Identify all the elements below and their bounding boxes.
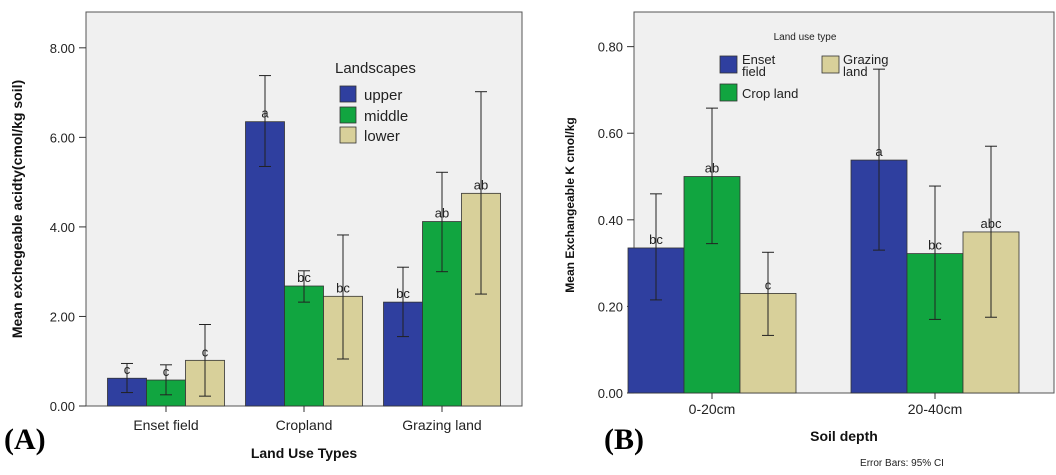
significance-label: ab: [474, 177, 488, 192]
y-axis-title-a: Mean exchegeable acidty(cmol/kg soil): [9, 80, 25, 338]
significance-label: c: [202, 344, 209, 359]
x-tick-label-b: 20-40cm: [908, 401, 962, 417]
significance-label: ab: [435, 206, 449, 221]
y-tick-label-b: 0.40: [598, 213, 623, 228]
significance-label: c: [163, 364, 170, 379]
y-axis-title-b: Mean Exchangeable K cmol/kg: [563, 117, 577, 292]
legend-title-b: Land use type: [774, 32, 837, 43]
significance-label: bc: [396, 286, 410, 301]
significance-label: bc: [928, 238, 942, 253]
legend-label-lower: lower: [364, 128, 400, 145]
significance-label: c: [765, 277, 772, 292]
significance-label: a: [261, 106, 269, 121]
y-tick-label-b: 0.00: [598, 386, 623, 401]
x-tick-label-b: 0-20cm: [689, 401, 736, 417]
significance-label: abc: [981, 216, 1002, 231]
legend-swatch-lower: [340, 127, 356, 143]
legend-swatch-enset: [720, 56, 737, 73]
y-tick-label-a: 0.00: [50, 399, 75, 414]
y-tick-label-b: 0.80: [598, 40, 623, 55]
legend-label-cropland: Crop land: [742, 86, 798, 101]
legend-title-a: Landscapes: [335, 60, 416, 77]
y-tick-label-a: 2.00: [50, 309, 75, 324]
panel-label-a: (A): [4, 423, 46, 456]
x-tick-label-a: Cropland: [276, 417, 333, 433]
bar-middle: [285, 286, 324, 406]
significance-label: c: [124, 362, 131, 377]
x-tick-label-a: Enset field: [133, 417, 198, 433]
significance-label: bc: [297, 270, 311, 285]
significance-label: ab: [705, 161, 719, 176]
panel-label-b: (B): [604, 423, 644, 456]
legend-swatch-cropland: [720, 84, 737, 101]
x-tick-label-a: Grazing land: [402, 417, 481, 433]
significance-label: a: [875, 144, 883, 159]
y-tick-label-b: 0.60: [598, 126, 623, 141]
y-tick-label-a: 4.00: [50, 220, 75, 235]
footnote-b: Error Bars: 95% CI: [860, 458, 944, 469]
x-axis-title-a: Land Use Types: [251, 445, 358, 461]
legend-label-enset-2: field: [742, 64, 766, 79]
legend-label-middle: middle: [364, 108, 408, 125]
significance-label: bc: [336, 280, 350, 295]
legend-label-upper: upper: [364, 87, 402, 104]
legend-swatch-middle: [340, 107, 356, 123]
y-tick-label-a: 8.00: [50, 41, 75, 56]
y-tick-label-a: 6.00: [50, 130, 75, 145]
legend-swatch-grazing: [822, 56, 839, 73]
x-axis-title-b: Soil depth: [810, 428, 878, 444]
significance-label: bc: [649, 232, 663, 247]
legend-swatch-upper: [340, 86, 356, 102]
legend-label-grazing-2: land: [843, 64, 868, 79]
y-tick-label-b: 0.20: [598, 299, 623, 314]
